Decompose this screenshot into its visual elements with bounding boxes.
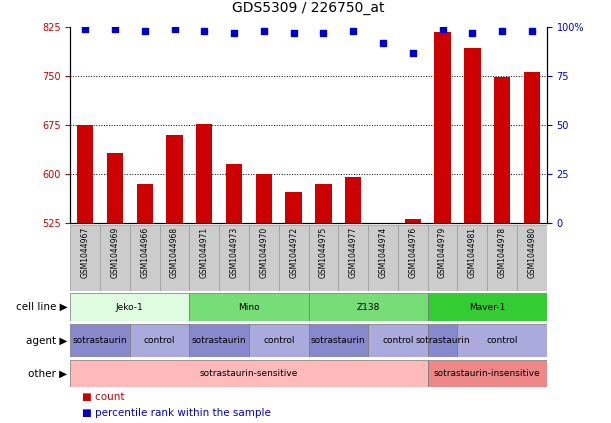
Point <box>140 28 150 35</box>
Point <box>199 28 209 35</box>
Text: GSM1044968: GSM1044968 <box>170 227 179 278</box>
Bar <box>189 293 309 321</box>
Text: GSM1044970: GSM1044970 <box>260 227 268 278</box>
Bar <box>434 32 451 223</box>
Text: GSM1044967: GSM1044967 <box>81 227 90 278</box>
Text: ■ count: ■ count <box>82 392 125 401</box>
Text: sotrastaurin: sotrastaurin <box>415 336 470 345</box>
Text: cell line ▶: cell line ▶ <box>16 302 67 312</box>
Bar <box>315 184 332 223</box>
Text: GSM1044977: GSM1044977 <box>349 227 357 278</box>
Bar <box>345 177 362 223</box>
Point <box>378 40 388 47</box>
Bar <box>368 225 398 291</box>
Bar <box>309 324 368 357</box>
Bar <box>404 219 421 223</box>
Text: control: control <box>263 336 295 345</box>
Bar <box>368 324 428 357</box>
Point <box>229 30 239 37</box>
Text: Jeko-1: Jeko-1 <box>116 302 144 312</box>
Bar <box>494 77 510 223</box>
Text: Mino: Mino <box>238 302 260 312</box>
Bar <box>219 225 249 291</box>
Text: other ▶: other ▶ <box>28 368 67 378</box>
Text: control: control <box>486 336 518 345</box>
Bar <box>130 225 159 291</box>
Bar <box>398 225 428 291</box>
Bar <box>279 225 309 291</box>
Point <box>467 30 477 37</box>
Text: GSM1044974: GSM1044974 <box>379 227 387 278</box>
Point <box>437 26 447 33</box>
Bar <box>70 293 189 321</box>
Bar <box>77 124 93 223</box>
Point <box>80 26 90 33</box>
Bar <box>428 225 458 291</box>
Text: sotrastaurin: sotrastaurin <box>192 336 246 345</box>
Text: GDS5309 / 226750_at: GDS5309 / 226750_at <box>232 1 385 16</box>
Point <box>259 28 269 35</box>
Text: Z138: Z138 <box>356 302 380 312</box>
Text: agent ▶: agent ▶ <box>26 335 67 346</box>
Bar <box>464 48 481 223</box>
Text: Maver-1: Maver-1 <box>469 302 505 312</box>
Bar <box>166 135 183 223</box>
Text: GSM1044978: GSM1044978 <box>498 227 507 278</box>
Point <box>348 28 358 35</box>
Text: GSM1044972: GSM1044972 <box>289 227 298 278</box>
Text: GSM1044971: GSM1044971 <box>200 227 209 278</box>
Bar <box>130 324 189 357</box>
Bar <box>255 174 272 223</box>
Bar <box>249 225 279 291</box>
Text: GSM1044973: GSM1044973 <box>230 227 238 278</box>
Point <box>408 49 418 56</box>
Text: GSM1044976: GSM1044976 <box>408 227 417 278</box>
Bar <box>70 225 100 291</box>
Bar <box>196 124 213 223</box>
Point <box>110 26 120 33</box>
Bar <box>517 225 547 291</box>
Bar <box>338 225 368 291</box>
Point <box>318 30 328 37</box>
Point <box>527 28 537 35</box>
Text: sotrastaurin: sotrastaurin <box>73 336 127 345</box>
Text: GSM1044966: GSM1044966 <box>141 227 149 278</box>
Text: GSM1044979: GSM1044979 <box>438 227 447 278</box>
Text: sotrastaurin: sotrastaurin <box>311 336 365 345</box>
Point <box>497 28 507 35</box>
Text: sotrastaurin-sensitive: sotrastaurin-sensitive <box>200 369 298 378</box>
Bar <box>488 225 517 291</box>
Bar <box>309 225 338 291</box>
Bar <box>136 184 153 223</box>
Bar <box>107 153 123 223</box>
Text: control: control <box>144 336 175 345</box>
Text: GSM1044975: GSM1044975 <box>319 227 328 278</box>
Bar <box>189 324 249 357</box>
Bar <box>70 324 130 357</box>
Bar <box>428 324 458 357</box>
Bar <box>375 223 391 225</box>
Bar <box>458 225 488 291</box>
Bar <box>249 324 309 357</box>
Text: GSM1044969: GSM1044969 <box>111 227 119 278</box>
Bar <box>285 192 302 223</box>
Bar <box>309 293 428 321</box>
Point <box>289 30 299 37</box>
Text: GSM1044980: GSM1044980 <box>527 227 536 278</box>
Bar <box>100 225 130 291</box>
Text: sotrastaurin-insensitive: sotrastaurin-insensitive <box>434 369 541 378</box>
Bar <box>428 293 547 321</box>
Text: GSM1044981: GSM1044981 <box>468 227 477 278</box>
Text: ■ percentile rank within the sample: ■ percentile rank within the sample <box>82 408 271 418</box>
Point <box>170 26 180 33</box>
Bar <box>458 324 547 357</box>
Bar <box>226 164 243 223</box>
Bar <box>189 225 219 291</box>
Bar <box>159 225 189 291</box>
Bar <box>70 360 428 387</box>
Text: control: control <box>382 336 414 345</box>
Bar <box>524 72 540 223</box>
Bar <box>428 360 547 387</box>
